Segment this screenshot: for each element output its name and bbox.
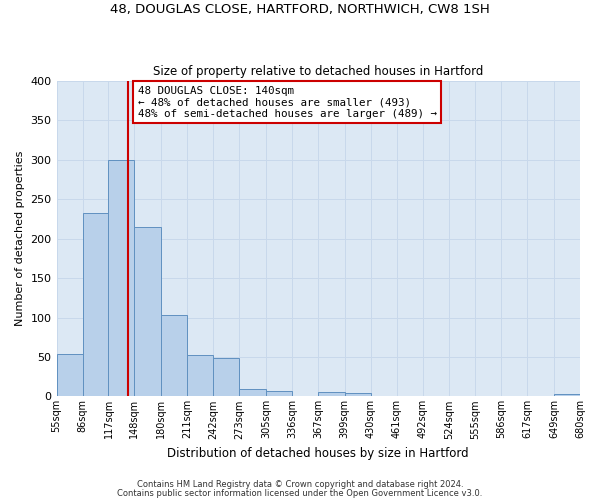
- Text: 48 DOUGLAS CLOSE: 140sqm
← 48% of detached houses are smaller (493)
48% of semi-: 48 DOUGLAS CLOSE: 140sqm ← 48% of detach…: [137, 86, 437, 119]
- Text: 48, DOUGLAS CLOSE, HARTFORD, NORTHWICH, CW8 1SH: 48, DOUGLAS CLOSE, HARTFORD, NORTHWICH, …: [110, 2, 490, 16]
- Bar: [109, 160, 134, 396]
- Bar: [187, 356, 213, 397]
- Bar: [56, 354, 83, 397]
- Bar: [134, 227, 161, 396]
- Bar: [318, 392, 344, 396]
- Bar: [239, 390, 266, 396]
- Text: Contains public sector information licensed under the Open Government Licence v3: Contains public sector information licen…: [118, 488, 482, 498]
- Y-axis label: Number of detached properties: Number of detached properties: [15, 151, 25, 326]
- Bar: [554, 394, 580, 396]
- Bar: [161, 315, 187, 396]
- Bar: [266, 391, 292, 396]
- Bar: [213, 358, 239, 397]
- Bar: [83, 214, 109, 396]
- Bar: [344, 393, 371, 396]
- Text: Contains HM Land Registry data © Crown copyright and database right 2024.: Contains HM Land Registry data © Crown c…: [137, 480, 463, 489]
- X-axis label: Distribution of detached houses by size in Hartford: Distribution of detached houses by size …: [167, 447, 469, 460]
- Title: Size of property relative to detached houses in Hartford: Size of property relative to detached ho…: [153, 66, 484, 78]
